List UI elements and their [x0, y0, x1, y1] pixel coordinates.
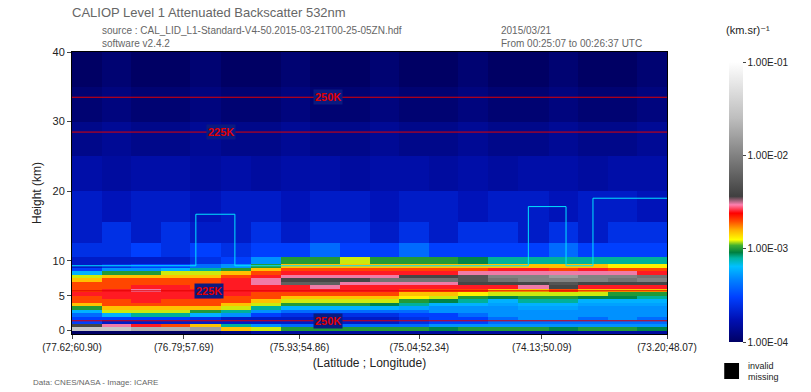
svg-text:(75.93;54.86): (75.93;54.86): [270, 342, 330, 353]
svg-text:software v2.4.2: software v2.4.2: [102, 38, 170, 49]
svg-text:5: 5: [59, 290, 65, 302]
svg-text:missing: missing: [748, 372, 779, 382]
svg-text:Data: CNES/NASA - Image: ICARE: Data: CNES/NASA - Image: ICARE: [33, 378, 158, 387]
svg-text:invalid: invalid: [748, 361, 774, 371]
svg-text:(75.04;52.34): (75.04;52.34): [390, 342, 450, 353]
svg-text:40: 40: [53, 46, 65, 58]
svg-text:225K: 225K: [208, 126, 234, 138]
svg-text:1.00E-04: 1.00E-04: [748, 337, 789, 348]
svg-text:2015/03/21: 2015/03/21: [501, 25, 551, 36]
svg-text:225K: 225K: [196, 285, 222, 297]
svg-text:source : CAL_LID_L1-Standard-V: source : CAL_LID_L1-Standard-V4-50.2015-…: [102, 25, 402, 36]
svg-text:Height (km): Height (km): [30, 162, 44, 224]
svg-text:(73.20;48.07): (73.20;48.07): [637, 342, 697, 353]
svg-text:30: 30: [53, 115, 65, 127]
svg-text:From 00:25:07 to 00:26:37 UTC: From 00:25:07 to 00:26:37 UTC: [501, 38, 642, 49]
svg-text:(77.62;60.90): (77.62;60.90): [42, 342, 102, 353]
svg-text:CALIOP Level 1 Attenuated Back: CALIOP Level 1 Attenuated Backscatter 53…: [72, 5, 346, 20]
svg-text:(km.sr)⁻¹: (km.sr)⁻¹: [726, 24, 770, 36]
svg-text:1.00E-03: 1.00E-03: [748, 243, 789, 254]
svg-text:0: 0: [59, 324, 65, 336]
svg-text:1.00E-01: 1.00E-01: [748, 57, 789, 68]
svg-text:(Latitude ; Longitude): (Latitude ; Longitude): [313, 356, 426, 370]
svg-text:250K: 250K: [315, 315, 341, 327]
svg-text:20: 20: [53, 185, 65, 197]
svg-text:1.00E-02: 1.00E-02: [748, 150, 789, 161]
svg-text:(74.13;50.09): (74.13;50.09): [512, 342, 572, 353]
svg-text:250K: 250K: [315, 91, 341, 103]
svg-text:(76.79;57.69): (76.79;57.69): [154, 342, 214, 353]
svg-text:10: 10: [53, 255, 65, 267]
